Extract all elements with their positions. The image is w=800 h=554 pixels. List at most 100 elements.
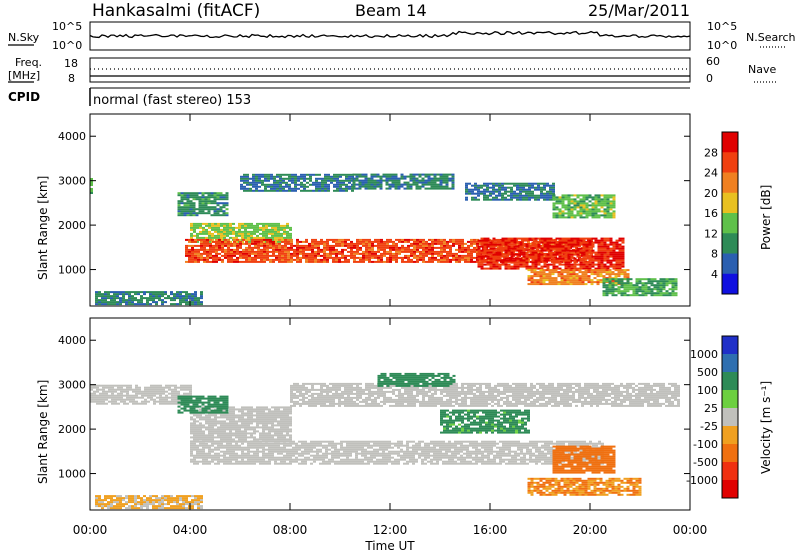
velocity-cell-band-0 <box>147 396 150 399</box>
power-cell-band-8 <box>615 267 619 270</box>
power-cell-band-4 <box>531 182 534 185</box>
power-cell-band-10 <box>110 297 113 300</box>
power-cell-band-8 <box>483 263 487 266</box>
power-cell-band-7 <box>365 246 368 249</box>
velocity-cell-band-1 <box>289 418 292 421</box>
power-cell-band-7 <box>383 254 386 257</box>
power-cell-band-2 <box>291 173 294 176</box>
power-cell-band-3 <box>412 175 416 178</box>
power-cell-band-5 <box>558 210 562 213</box>
velocity-cell-band-2 <box>223 458 226 461</box>
velocity-cell-band-2 <box>214 454 217 457</box>
nsearch-label: N.Search <box>746 31 796 44</box>
power-cell-band-8 <box>555 245 559 248</box>
power-cell-band-8 <box>618 251 622 254</box>
power-cell-band-4 <box>483 194 486 197</box>
power-cell-band-5 <box>597 214 601 217</box>
power-cell-band-7 <box>284 242 287 245</box>
power-cell-band-3 <box>391 183 395 186</box>
power-cell-band-6 <box>256 224 259 227</box>
power-cell-band-5 <box>612 212 616 215</box>
power-cell-band-8 <box>525 255 529 258</box>
power-cell-band-4 <box>477 192 480 195</box>
power-cell-band-7 <box>419 252 422 255</box>
power-cell-band-7 <box>464 258 467 261</box>
power-cell-band-10 <box>113 299 116 302</box>
velocity-cell-band-0 <box>159 394 162 397</box>
power-cell-band-11 <box>641 292 645 295</box>
power-cell-band-10 <box>179 301 182 304</box>
power-cell-band-7 <box>455 260 458 263</box>
velocity-cell-band-2 <box>211 442 214 445</box>
power-cell-band-6 <box>271 236 274 239</box>
power-cell-band-7 <box>236 248 239 251</box>
power-cell-band-1 <box>204 200 208 203</box>
velocity-cell-band-1 <box>277 438 280 441</box>
velocity-cell-band-0 <box>93 384 96 387</box>
power-cell-band-7 <box>374 252 377 255</box>
power-cell-band-11 <box>623 294 627 297</box>
power-cell-band-7 <box>323 248 326 251</box>
power-cell-band-7 <box>353 242 356 245</box>
power-cell-band-7 <box>293 254 296 257</box>
velocity-cell-band-1 <box>229 430 232 433</box>
power-cell-band-8 <box>519 253 523 256</box>
velocity-cell-band-1 <box>280 422 283 425</box>
power-cell-band-8 <box>504 251 508 254</box>
power-cell-band-6 <box>262 240 265 243</box>
power-cell-band-7 <box>245 246 248 249</box>
velocity-cell-band-0 <box>114 388 117 391</box>
power-cell-band-8 <box>597 263 601 266</box>
power-cell-band-2 <box>333 175 336 178</box>
power-cell-band-3 <box>445 185 449 188</box>
power-cell-band-11 <box>608 290 612 293</box>
power-cell-band-8 <box>546 257 550 260</box>
power-cell-band-7 <box>416 248 419 251</box>
power-cell-band-7 <box>299 250 302 253</box>
power-cell-band-1 <box>222 196 226 199</box>
power-cell-band-7 <box>263 248 266 251</box>
velocity-cell-band-0 <box>156 386 159 389</box>
power-cell-band-7 <box>311 254 314 257</box>
power-cell-band-7 <box>278 258 281 261</box>
power-cell-band-7 <box>314 244 317 247</box>
power-cell-band-8 <box>576 259 580 262</box>
power-cell-band-7 <box>287 250 290 253</box>
power-cell-band-3 <box>385 181 389 184</box>
power-cell-band-8 <box>522 237 526 240</box>
power-cell-band-8 <box>585 257 589 260</box>
power-cell-band-7 <box>314 250 317 253</box>
velocity-cell-band-0 <box>96 396 99 399</box>
power-cell-band-6 <box>196 222 199 225</box>
power-cell-band-2 <box>300 175 303 178</box>
power-cell-band-8 <box>546 245 550 248</box>
power-cell-band-7 <box>293 258 296 261</box>
power-cell-band-1 <box>216 194 220 197</box>
power-cell-band-5 <box>561 202 565 205</box>
power-cell-band-4 <box>486 198 489 201</box>
power-cell-band-9 <box>563 279 567 282</box>
velocity-cell-band-1 <box>265 436 268 439</box>
power-cell-band-4 <box>501 198 504 201</box>
power-cell-band-7 <box>290 256 293 259</box>
power-cell-band-6 <box>265 226 268 229</box>
power-cell-band-9 <box>551 283 555 286</box>
power-cell-band-6 <box>271 234 274 237</box>
power-cell-band-1 <box>204 208 208 211</box>
power-cell-band-3 <box>415 179 419 182</box>
power-cell-band-1 <box>177 192 181 195</box>
power-cell-band-6 <box>229 226 232 229</box>
velocity-cell-band-0 <box>150 394 153 397</box>
power-cell-band-7 <box>296 256 299 259</box>
velocity-cell-band-2 <box>223 450 226 453</box>
power-cell-band-8 <box>585 247 589 250</box>
power-cell-band-2 <box>243 189 246 192</box>
power-cell-band-8 <box>600 255 604 258</box>
power-cell-band-7 <box>224 254 227 257</box>
power-cell-band-7 <box>398 256 401 259</box>
power-cell-band-4 <box>549 194 552 197</box>
power-cell-band-1 <box>183 208 187 211</box>
power-cell-band-2 <box>300 189 303 192</box>
velocity-cell-band-0 <box>117 398 120 401</box>
power-cell-band-10 <box>182 297 185 300</box>
